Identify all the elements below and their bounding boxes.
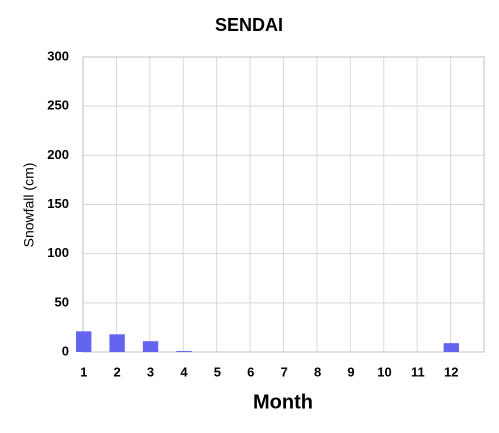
x-tick-label: 2 — [114, 364, 121, 379]
y-tick-label: 200 — [47, 147, 69, 162]
x-tick-label: 9 — [347, 364, 354, 379]
y-tick-label: 250 — [47, 98, 69, 113]
y-tick-label: 150 — [47, 196, 69, 211]
x-tick-label: 4 — [180, 364, 188, 379]
bar — [443, 343, 459, 352]
plot-frame — [82, 56, 485, 353]
y-tick-label: 100 — [47, 245, 69, 260]
bar — [109, 334, 125, 352]
x-tick-label: 3 — [147, 364, 154, 379]
y-tick-label: 0 — [62, 343, 69, 358]
bar — [142, 341, 159, 352]
x-axis-label: Month — [253, 391, 313, 413]
chart-title: SENDAI — [215, 15, 283, 35]
y-tick-label: 300 — [47, 48, 69, 63]
x-tick-label: 7 — [281, 364, 288, 379]
x-tick-label: 11 — [411, 364, 425, 379]
x-tick-label: 1 — [80, 364, 87, 379]
x-tick-label: 8 — [314, 364, 321, 379]
x-tick-label: 10 — [377, 364, 391, 379]
x-tick-label: 12 — [444, 364, 458, 379]
x-tick-label: 6 — [247, 364, 254, 379]
bar — [176, 351, 192, 352]
y-tick-label: 50 — [55, 294, 69, 309]
bar — [76, 331, 92, 352]
x-tick-label: 5 — [214, 364, 221, 379]
y-axis-label: Snowfall (cm) — [21, 163, 37, 248]
